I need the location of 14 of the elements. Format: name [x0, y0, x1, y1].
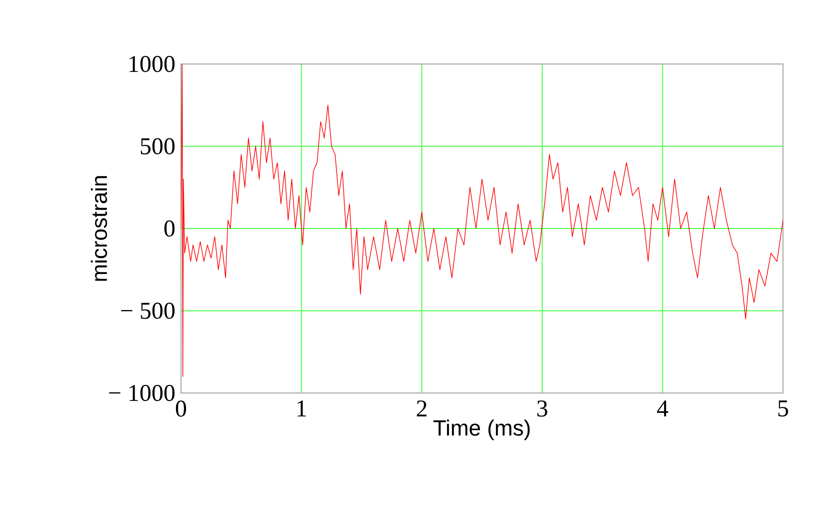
y-tick-label: 500 [140, 138, 175, 154]
x-tick-label: 5 [778, 400, 788, 416]
y-tick-label: − 500 [121, 302, 175, 319]
x-tick-label: 1 [298, 400, 306, 416]
line-series [181, 64, 783, 377]
y-tick-label: 1000 [130, 56, 175, 72]
x-tick-label: 2 [416, 400, 426, 416]
y-axis-title: microstrain [90, 176, 108, 281]
x-tick-label: 4 [657, 400, 668, 416]
x-tick-label: 3 [537, 400, 548, 417]
x-axis-title: Time (ms) [433, 420, 530, 440]
y-tick-label: 0 [164, 220, 175, 237]
y-tick-label: − 1000 [109, 384, 175, 402]
x-tick-label: 0 [176, 400, 186, 417]
